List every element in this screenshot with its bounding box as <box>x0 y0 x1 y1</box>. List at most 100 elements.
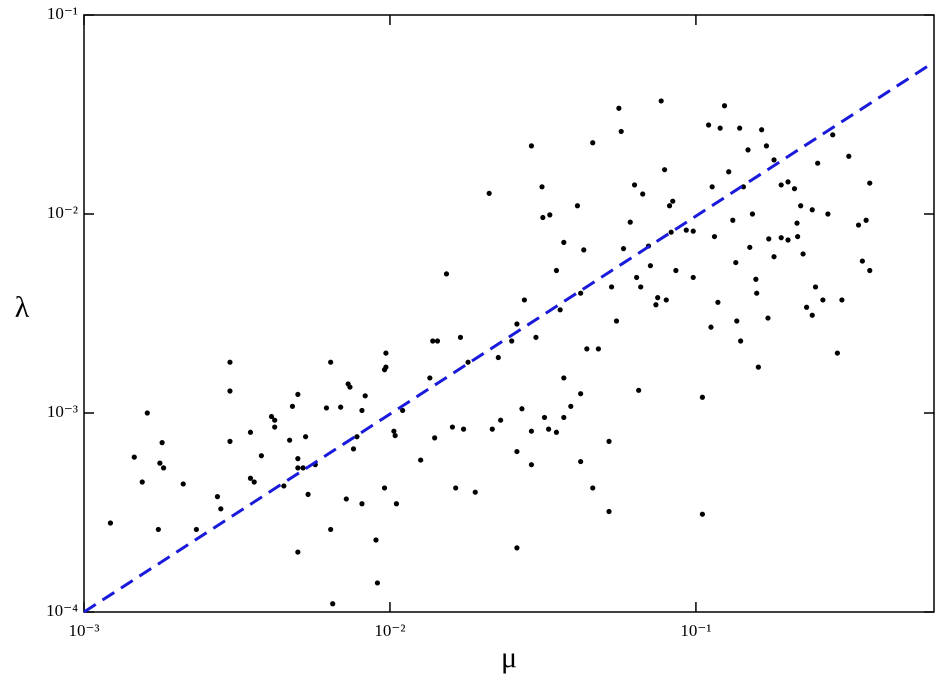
point <box>330 601 336 607</box>
point <box>631 182 638 188</box>
point <box>815 160 821 166</box>
point <box>350 446 357 452</box>
point <box>227 359 233 365</box>
point <box>347 384 353 390</box>
point <box>578 458 584 465</box>
point <box>144 410 150 416</box>
point <box>863 217 869 223</box>
point <box>578 290 584 296</box>
point <box>561 239 567 245</box>
point <box>272 417 278 423</box>
point <box>809 207 815 213</box>
point <box>155 526 161 533</box>
point <box>553 429 560 435</box>
point <box>606 438 612 444</box>
point <box>289 403 296 409</box>
point <box>765 315 771 321</box>
y-axis-label: λ <box>15 291 30 324</box>
point <box>647 263 654 269</box>
point <box>690 228 696 234</box>
point <box>557 307 563 313</box>
point <box>391 428 397 434</box>
point <box>434 338 441 344</box>
point <box>373 537 379 543</box>
point <box>305 491 311 497</box>
point <box>295 465 301 471</box>
point <box>180 481 186 487</box>
point <box>859 258 865 264</box>
point <box>699 394 706 400</box>
point <box>798 203 804 209</box>
point <box>430 338 436 344</box>
point <box>383 350 389 356</box>
point <box>636 387 642 393</box>
y-tick-label: 10⁻⁴ <box>46 601 78 620</box>
point <box>323 405 330 411</box>
point <box>561 375 567 381</box>
point <box>771 157 777 163</box>
point <box>737 125 743 131</box>
point <box>539 184 545 190</box>
point <box>717 125 723 131</box>
point <box>721 103 728 109</box>
point <box>627 219 633 225</box>
point <box>359 501 365 507</box>
point <box>514 321 520 327</box>
point <box>590 485 596 491</box>
point <box>553 267 560 274</box>
point <box>214 494 221 500</box>
point <box>251 479 257 485</box>
point <box>749 211 756 217</box>
point <box>708 324 714 330</box>
point <box>272 424 278 430</box>
point <box>754 290 760 296</box>
point <box>795 233 801 240</box>
point <box>514 448 520 455</box>
point <box>673 267 679 274</box>
point <box>193 526 199 533</box>
point <box>465 359 471 365</box>
point <box>709 184 715 190</box>
point <box>561 414 567 421</box>
point <box>653 302 659 308</box>
point <box>830 132 836 138</box>
point <box>258 453 264 459</box>
point <box>855 222 862 228</box>
point <box>711 233 718 240</box>
point <box>343 496 349 502</box>
point <box>533 334 539 340</box>
point <box>295 549 301 555</box>
point <box>400 407 406 414</box>
point <box>268 413 275 420</box>
point <box>655 295 661 301</box>
point <box>738 338 744 344</box>
point <box>763 143 770 149</box>
point <box>683 227 689 233</box>
point <box>640 191 646 197</box>
point <box>281 483 287 489</box>
plot-frame <box>83 14 935 613</box>
point <box>519 406 525 412</box>
point <box>634 274 640 281</box>
point <box>362 393 368 399</box>
point <box>794 220 800 226</box>
point <box>509 338 515 344</box>
point <box>383 364 389 370</box>
point <box>374 580 381 586</box>
point <box>328 359 334 365</box>
point <box>766 236 772 242</box>
point <box>227 388 233 394</box>
point <box>747 244 753 250</box>
point <box>568 403 574 409</box>
point <box>393 501 400 507</box>
point <box>418 457 424 463</box>
point <box>521 297 527 303</box>
y-tick-label: 10⁻³ <box>47 402 78 421</box>
point <box>618 128 624 135</box>
point <box>668 229 674 235</box>
x-tick-label: 10⁻¹ <box>680 621 711 640</box>
point <box>584 346 590 352</box>
point <box>453 485 459 491</box>
point <box>800 251 806 257</box>
